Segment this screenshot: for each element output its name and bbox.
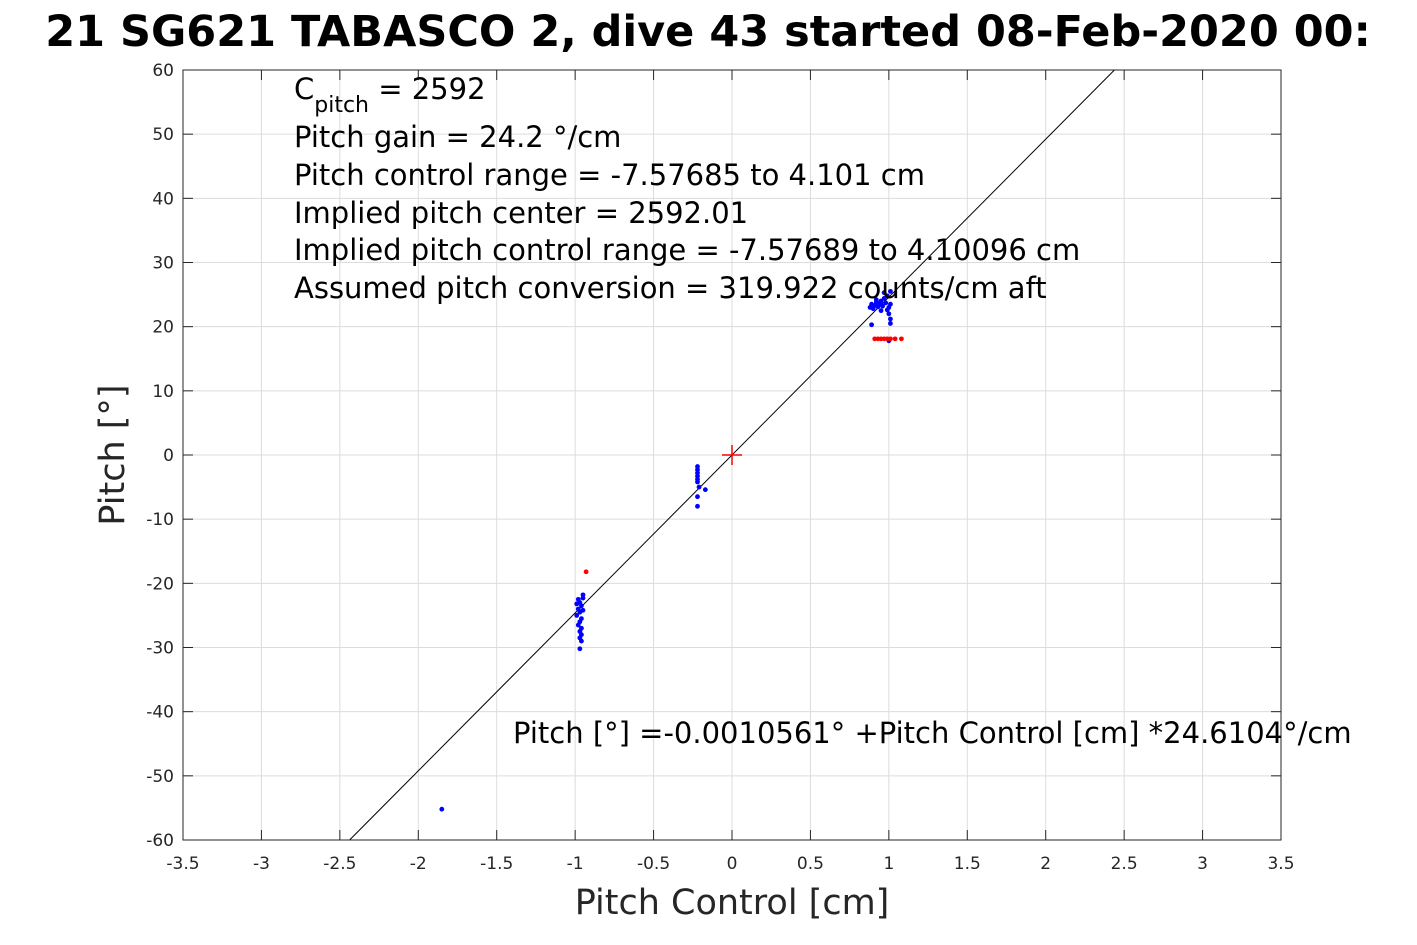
data-point <box>888 288 893 294</box>
x-tick-label: -1 <box>567 854 584 874</box>
x-tick-label: 2.5 <box>1111 854 1138 874</box>
x-tick-label: -3 <box>253 854 270 874</box>
y-tick-label: 50 <box>152 125 174 145</box>
data-point <box>884 293 890 299</box>
y-tick-label: -20 <box>146 574 174 594</box>
c-pitch-value: = 2592 <box>369 72 486 106</box>
data-point <box>439 806 445 812</box>
y-tick-label: 20 <box>152 318 174 338</box>
x-tick-label: 1 <box>883 854 894 874</box>
y-axis-label: Pitch [°] <box>93 384 133 525</box>
data-point <box>873 297 879 303</box>
annotation-block: Cpitch = 2592 Pitch gain = 24.2 °/cm Pit… <box>294 72 1352 750</box>
data-point <box>702 487 708 493</box>
annotation-implied-pitch-control-range: Implied pitch control range = -7.57689 t… <box>294 233 1080 267</box>
data-point <box>580 592 586 598</box>
center-marker-group <box>722 445 742 465</box>
data-point <box>579 638 584 644</box>
data-point <box>574 601 580 607</box>
data-point <box>695 503 700 509</box>
data-point <box>577 646 583 652</box>
data-point <box>872 336 878 342</box>
data-point <box>869 322 875 328</box>
data-point <box>883 300 889 306</box>
y-tick-label: 60 <box>152 61 174 81</box>
x-axis-label: Pitch Control [cm] <box>575 883 890 923</box>
data-point <box>695 479 700 485</box>
data-point <box>881 290 887 296</box>
x-tick-label: -0.5 <box>637 854 670 874</box>
x-tick-label: 1.5 <box>954 854 981 874</box>
data-point <box>880 303 885 309</box>
x-tick-label: 0 <box>727 854 738 874</box>
data-point <box>888 321 893 326</box>
x-tick-label: -1.5 <box>480 854 513 874</box>
data-point <box>888 336 893 342</box>
x-tick-label: -2 <box>410 854 427 874</box>
data-point <box>574 613 580 618</box>
y-tick-label: 0 <box>163 446 174 466</box>
y-tick-label: -50 <box>146 767 174 787</box>
data-point <box>583 569 589 575</box>
annotation-assumed-pitch-conversion: Assumed pitch conversion = 319.922 count… <box>294 271 1047 305</box>
y-tick-label: 30 <box>152 254 174 274</box>
data-points <box>439 288 904 812</box>
annotation-pitch-gain: Pitch gain = 24.2 °/cm <box>294 120 621 154</box>
x-tick-label: -2.5 <box>323 854 356 874</box>
annotation-implied-pitch-center: Implied pitch center = 2592.01 <box>294 196 748 230</box>
c-pitch-annotation: Cpitch = 2592 <box>294 72 486 118</box>
data-point <box>884 307 890 313</box>
data-point <box>892 336 898 342</box>
y-tick-label: -60 <box>146 831 174 851</box>
data-point <box>695 494 700 500</box>
data-point <box>579 603 584 609</box>
data-point <box>575 622 581 628</box>
data-point <box>886 311 892 317</box>
data-point <box>580 607 586 613</box>
ticks <box>182 69 1282 841</box>
data-point <box>888 301 893 307</box>
x-tick-label: -3.5 <box>166 854 199 874</box>
x-tick-label: 3 <box>1197 854 1208 874</box>
c-pitch-subscript: pitch <box>314 93 369 118</box>
y-tick-label: 10 <box>152 382 174 402</box>
data-point <box>888 316 893 322</box>
y-tick-label: -30 <box>146 639 174 659</box>
c-pitch-symbol: C <box>294 72 314 106</box>
data-point <box>696 484 702 490</box>
y-tick-label: -40 <box>146 703 174 723</box>
y-tick-labels: -60 -50 -40 -30 -20 -10 0 10 20 30 40 50 60 <box>146 61 174 851</box>
annotation-pitch-control-range: Pitch control range = -7.57685 to 4.101 … <box>294 158 925 192</box>
y-tick-label: -10 <box>146 510 174 530</box>
x-tick-label: 0.5 <box>797 854 824 874</box>
x-tick-label: 2 <box>1040 854 1051 874</box>
chart-title: 21 SG621 TABASCO 2, dive 43 started 08-F… <box>45 7 1371 57</box>
y-tick-label: 40 <box>152 189 174 209</box>
data-point <box>899 336 904 342</box>
data-point <box>878 308 884 314</box>
x-tick-labels: -3.5 -3 -2.5 -2 -1.5 -1 -0.5 0 0.5 1 1.5 2 2.5 3 3.5 <box>166 854 1294 874</box>
x-tick-label: 3.5 <box>1267 854 1294 874</box>
fit-equation: Pitch [°] =-0.0010561° +Pitch Control [c… <box>513 716 1352 750</box>
